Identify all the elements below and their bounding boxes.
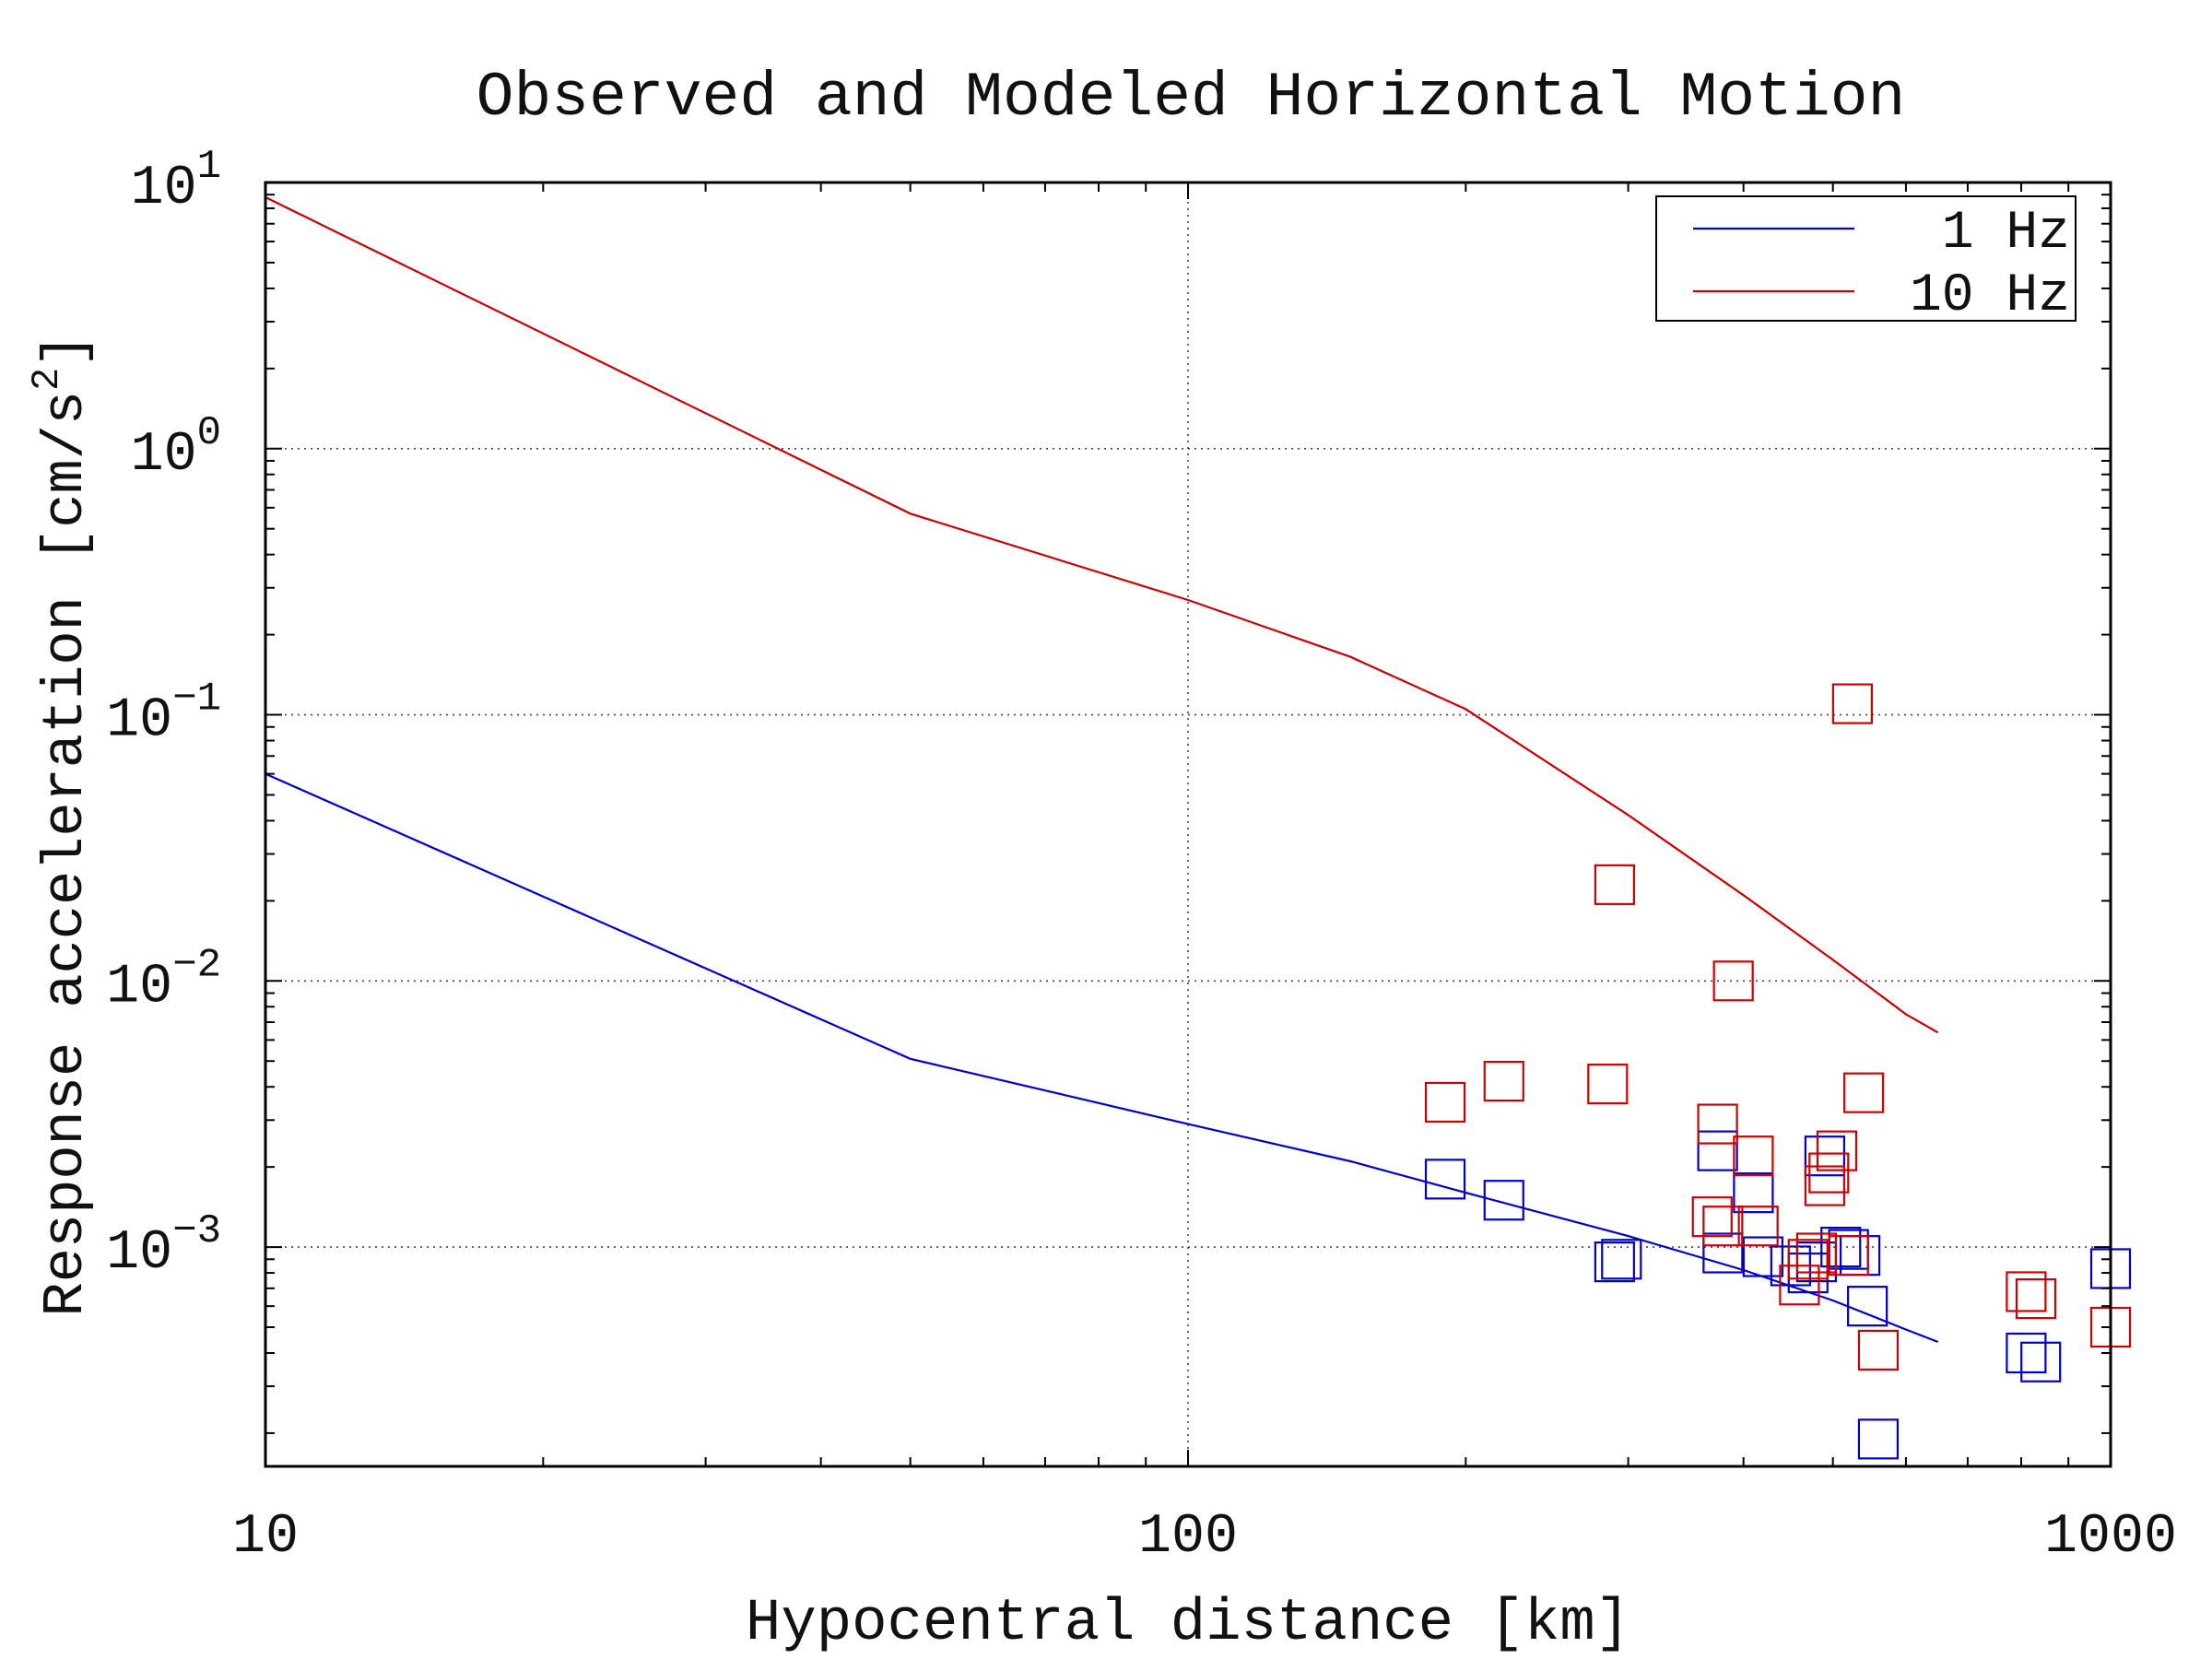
y-tick-exponent: −3 <box>172 1208 221 1254</box>
data-point-10-hz <box>1831 683 1873 724</box>
data-point-10-hz <box>1808 1152 1850 1194</box>
y-axis-label-superscript: 2 <box>25 368 69 391</box>
y-tick-base: 10 <box>131 158 197 220</box>
data-point-1-hz <box>1847 1286 1888 1327</box>
data-point-10-hz <box>1787 1239 1829 1280</box>
y-axis-label-close: ] <box>33 333 99 367</box>
data-point-10-hz <box>1857 1329 1900 1371</box>
legend-label-1-hz: 1 Hz <box>1942 204 2070 264</box>
data-point-10-hz <box>1733 1135 1774 1177</box>
data-point-10-hz <box>1737 1206 1779 1247</box>
y-tick-exponent: −1 <box>172 677 221 723</box>
data-point-1-hz <box>1733 1172 1774 1214</box>
data-point-10-hz <box>1828 1235 1869 1277</box>
y-tick-label: 101 <box>131 144 221 220</box>
y-tick-label: 10−1 <box>106 677 221 753</box>
y-tick-exponent: 1 <box>197 144 221 190</box>
data-point-10-hz <box>1587 1064 1629 1105</box>
data-point-10-hz <box>1843 1072 1885 1113</box>
data-point-10-hz <box>1712 960 1754 1002</box>
data-point-10-hz <box>1779 1265 1820 1306</box>
data-point-1-hz <box>1483 1180 1524 1221</box>
series-line-10-hz <box>265 196 1939 1034</box>
data-point-10-hz <box>1594 864 1635 905</box>
data-point-10-hz <box>1702 1206 1744 1247</box>
x-tick-label: 10 <box>232 1506 299 1569</box>
y-tick-label: 10−3 <box>106 1208 221 1285</box>
data-point-10-hz <box>1816 1130 1858 1171</box>
chart-title: Observed and Modeled Horizontal Motion <box>477 63 1906 134</box>
data-point-10-hz <box>2006 1271 2047 1312</box>
data-point-1-hz <box>1594 1241 1635 1283</box>
data-point-1-hz <box>2020 1341 2062 1382</box>
data-point-1-hz <box>1424 1159 1466 1200</box>
x-tick-labels: 10 100 1000 <box>232 1506 2177 1569</box>
series-line-1-hz <box>265 772 1939 1344</box>
data-point-10-hz <box>1424 1081 1466 1124</box>
y-tick-base: 10 <box>106 956 172 1018</box>
data-point-1-hz <box>2006 1332 2047 1374</box>
y-tick-label: 10−2 <box>106 942 221 1018</box>
data-point-1-hz <box>1857 1418 1900 1460</box>
axis-ticks <box>265 182 2111 1466</box>
data-point-10-hz <box>1795 1232 1838 1274</box>
data-point-10-hz <box>1804 1165 1845 1206</box>
y-tick-exponent: −2 <box>172 942 221 988</box>
data-point-10-hz <box>1483 1061 1524 1102</box>
data-point-1-hz <box>1742 1236 1783 1277</box>
y-tick-label: 100 <box>131 410 221 487</box>
x-tick-label: 100 <box>1138 1506 1238 1569</box>
y-tick-base: 10 <box>131 424 197 487</box>
data-point-10-hz <box>1691 1196 1733 1238</box>
y-tick-base: 10 <box>106 690 172 753</box>
y-axis-label-main: Response acceleration [cm/s <box>33 391 99 1317</box>
data-point-1-hz <box>1804 1135 1845 1177</box>
data-point-1-hz <box>1702 1232 1744 1274</box>
plot-series <box>265 196 2132 1460</box>
grid <box>265 182 2111 1466</box>
data-point-10-hz <box>2015 1277 2057 1320</box>
x-axis-label: Hypocentral distance [km] <box>746 1591 1630 1657</box>
data-point-1-hz <box>1601 1239 1642 1280</box>
y-tick-exponent: 0 <box>197 410 221 456</box>
legend-box <box>1655 195 2077 322</box>
data-point-10-hz <box>1697 1103 1738 1145</box>
legend-label-10-hz: 10 Hz <box>1910 266 2070 326</box>
y-tick-base: 10 <box>106 1222 172 1285</box>
y-axis-label: Response acceleration [cm/s2] <box>25 333 99 1316</box>
data-point-1-hz <box>1697 1130 1738 1171</box>
x-tick-label: 1000 <box>2044 1506 2177 1569</box>
